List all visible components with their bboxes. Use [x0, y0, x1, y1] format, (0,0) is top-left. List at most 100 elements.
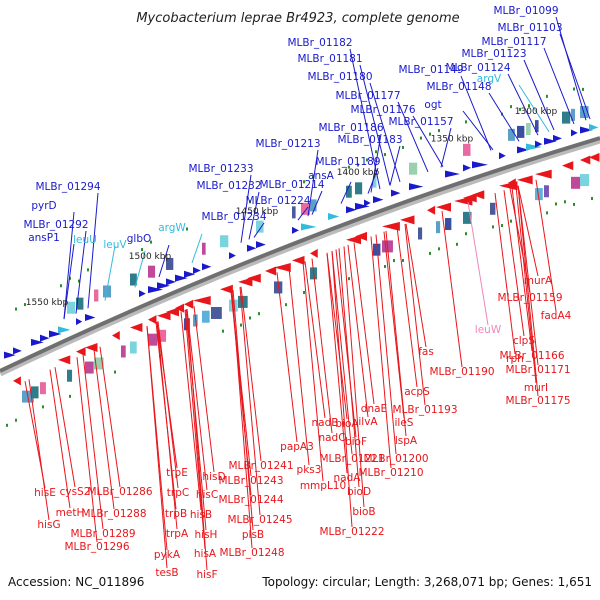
gene-label-mlbr-01149: MLBr_01149: [398, 64, 463, 76]
reverse-gene-mark: [157, 311, 171, 321]
gene-label-mura: murA: [524, 275, 553, 287]
feature-dot: [420, 136, 422, 140]
forward-gene-mark: [256, 241, 266, 249]
forward-gene-mark: [247, 244, 257, 252]
forward-gene-mark: [472, 161, 488, 169]
feature-dot: [582, 87, 584, 91]
gene-label-meth: metH: [56, 507, 85, 519]
reverse-gene-mark: [220, 284, 233, 294]
feature-dot: [375, 150, 377, 154]
annotation-block: [436, 221, 441, 234]
connector-mlbr-01123: [523, 59, 555, 131]
feature-dot: [438, 247, 440, 251]
annotation-block: [67, 369, 73, 382]
connector-hisc: [186, 308, 208, 491]
reverse-gene-mark: [13, 376, 21, 386]
gene-label-mlbr-01248: MLBr_01248: [219, 547, 284, 559]
connector-clps: [503, 190, 525, 337]
gene-label-lspa: lspA: [395, 435, 418, 447]
gene-label-trpa: trpA: [166, 528, 189, 540]
gene-label-mlbr-01181: MLBr_01181: [297, 53, 362, 65]
connector-mlbr-01221: [331, 250, 353, 455]
feature-dot: [528, 104, 530, 108]
connector-rph: [494, 193, 516, 355]
connector-mlbr-01210: [370, 236, 392, 469]
forward-gene-mark: [148, 286, 164, 294]
reverse-gene-mark: [463, 193, 477, 203]
reverse-gene-mark: [112, 330, 120, 340]
gene-label-ansa: ansA: [308, 170, 335, 182]
feature-dot: [69, 276, 71, 280]
annotation-block: [571, 108, 576, 121]
annotation-block: [202, 310, 210, 323]
rna-label-leuu: leuU: [73, 234, 97, 246]
feature-dot: [15, 418, 17, 422]
reverse-gene-mark: [436, 202, 451, 212]
gene-label-mlbr-01296: MLBr_01296: [64, 541, 129, 553]
connector-mlbr-01166: [511, 187, 533, 352]
gene-label-mlbr-01103: MLBr_01103: [497, 22, 562, 34]
gene-label-mlbr-01292: MLBr_01292: [23, 219, 88, 231]
connector-cyss2: [54, 367, 76, 488]
forward-gene-mark: [193, 266, 201, 274]
annotation-block: [463, 143, 471, 156]
connector-trpa: [156, 321, 178, 530]
gene-label-hisf: hisF: [196, 569, 217, 581]
forward-gene-mark: [157, 282, 171, 290]
gene-label-fada4: fadA4: [541, 310, 572, 322]
connector-leuv: [134, 250, 146, 288]
connector-mlbr-01294: [87, 192, 99, 309]
reverse-gene-mark: [85, 343, 98, 353]
feature-dot: [78, 279, 80, 283]
annotation-block: [31, 386, 39, 399]
feature-dot: [564, 200, 566, 204]
connector-iles: [383, 231, 405, 419]
gene-label-mlbr-01157: MLBr_01157: [388, 116, 453, 128]
connector-plsb: [232, 289, 254, 531]
annotation-block: [463, 211, 472, 224]
feature-dot: [348, 165, 350, 169]
feature-dot: [303, 291, 305, 295]
annotation-block: [40, 382, 46, 395]
connector-mura: [517, 185, 539, 277]
forward-gene-mark: [499, 152, 506, 160]
gene-label-mlbr-01189: MLBr_01189: [315, 156, 380, 168]
gene-label-glbo: glbO: [127, 233, 152, 245]
gene-label-dnae: dnaE: [361, 403, 387, 415]
annotation-block: [67, 301, 76, 314]
annotation-block: [166, 257, 174, 270]
forward-gene-mark: [85, 314, 96, 322]
gene-label-mlbr-01244: MLBr_01244: [218, 494, 283, 506]
connector-mlbr-01224: [297, 206, 309, 221]
reverse-gene-mark: [580, 155, 591, 165]
annotation-block: [202, 242, 206, 255]
reverse-gene-mark: [517, 175, 533, 185]
gene-label-mlbr-01214: MLBr_01214: [259, 179, 324, 191]
gene-label-hise: hisE: [34, 487, 56, 499]
reverse-gene-mark: [382, 221, 400, 231]
reverse-gene-mark: [355, 231, 368, 241]
feature-dot: [555, 202, 557, 206]
gene-label-mlbr-01245: MLBr_01245: [227, 514, 292, 526]
forward-gene-mark: [517, 146, 529, 154]
pseudo-label-leuw: leuW: [475, 324, 502, 336]
connector-mlbr-01183: [389, 145, 401, 186]
feature-dot: [384, 153, 386, 157]
feature-dot: [465, 232, 467, 236]
forward-gene-mark: [175, 274, 188, 282]
gene-label-nadc: nadC: [318, 432, 345, 444]
gene-label-trpc: trpC: [167, 487, 189, 499]
gene-label-hish: hisH: [195, 529, 218, 541]
gene-label-tesb: tesB: [155, 567, 178, 579]
feature-dot: [87, 268, 89, 272]
connector-mlbr-01214: [311, 190, 323, 215]
connector-hisg: [28, 379, 50, 521]
gene-label-mlbr-01241: MLBr_01241: [228, 460, 293, 472]
connector-biob: [343, 246, 365, 508]
connector-meth: [49, 369, 71, 509]
annotation-block: [490, 202, 496, 215]
gene-label-pyka: pykA: [154, 549, 181, 561]
gene-label-mmpl10: mmpL10: [300, 480, 346, 492]
connector-mlbr-01233: [240, 174, 252, 243]
gene-label-pks3: pks3: [297, 464, 322, 476]
